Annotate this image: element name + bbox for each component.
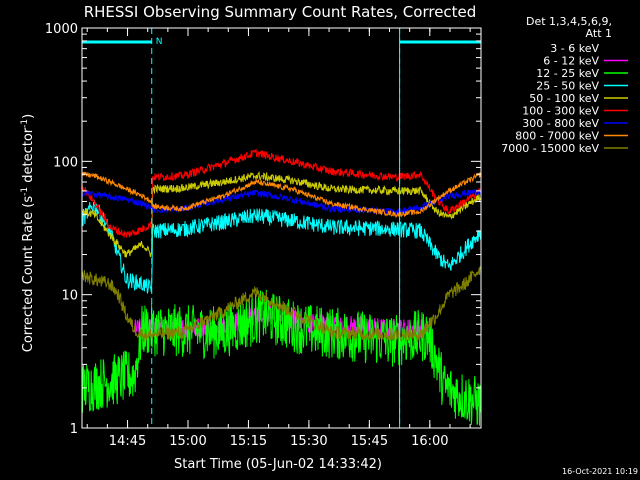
series-line-3 [81, 200, 481, 294]
legend-header-0: Det 1,3,4,5,6,9, [526, 15, 612, 28]
legend-header-1: Att 1 [586, 27, 612, 40]
plot-frame [81, 27, 482, 429]
y-axis-label-sup1: -1 [20, 187, 30, 196]
x-axis-label: Start Time (05-Jun-02 14:33:42) [174, 457, 382, 472]
x-tick-label-4: 15:45 [351, 434, 388, 449]
x-tick-label-0: 14:45 [109, 434, 146, 449]
legend-label-3: 25 - 50 keV [536, 80, 599, 93]
x-tick-label-2: 15:15 [230, 434, 267, 449]
series-line-5 [81, 148, 481, 238]
night-markers: N [82, 28, 481, 428]
legend-label-6: 300 - 800 keV [522, 117, 599, 130]
y-tick-label-1: 10 [61, 289, 78, 304]
x-tick-label-3: 15:30 [290, 434, 327, 449]
axis-ticks: 14:45 15:00 15:15 15:30 15:45 16:00 1 10 100 1000 [45, 22, 481, 449]
legend-label-1: 6 - 12 keV [543, 55, 599, 68]
series-line-6 [81, 188, 481, 216]
y-tick-label-3: 1000 [45, 22, 78, 37]
chart-title: RHESSI Observing Summary Count Rates, Co… [84, 3, 477, 21]
legend-label-2: 12 - 25 keV [536, 67, 599, 80]
legend-label-0: 3 - 6 keV [550, 42, 599, 55]
legend-label-8: 7000 - 15000 keV [501, 142, 599, 155]
x-tick-label-1: 15:00 [169, 434, 206, 449]
series-layer [81, 148, 481, 430]
legend-label-7: 800 - 7000 keV [515, 130, 599, 143]
y-tick-label-2: 100 [53, 155, 78, 170]
annotation-0: N [156, 37, 163, 47]
series-line-8 [81, 266, 481, 343]
y-axis-label-end: ) [21, 114, 36, 119]
series-line-0 [133, 327, 429, 430]
footer-timestamp: 16-Oct-2021 10:19 [562, 467, 638, 476]
y-axis-label: Corrected Count Rate (s-1 detector-1) [20, 114, 36, 352]
x-tick-label-5: 16:00 [411, 434, 448, 449]
y-axis-label-mid: detector [21, 127, 36, 187]
legend-label-5: 100 - 300 keV [522, 105, 599, 118]
series-line-4 [81, 170, 481, 258]
y-axis-label-main: Corrected Count Rate (s [21, 196, 36, 353]
y-tick-label-0: 1 [70, 422, 78, 437]
legend-label-4: 50 - 100 keV [529, 92, 599, 105]
series-line-7 [81, 171, 481, 219]
y-axis-label-sup2: -1 [20, 119, 30, 128]
